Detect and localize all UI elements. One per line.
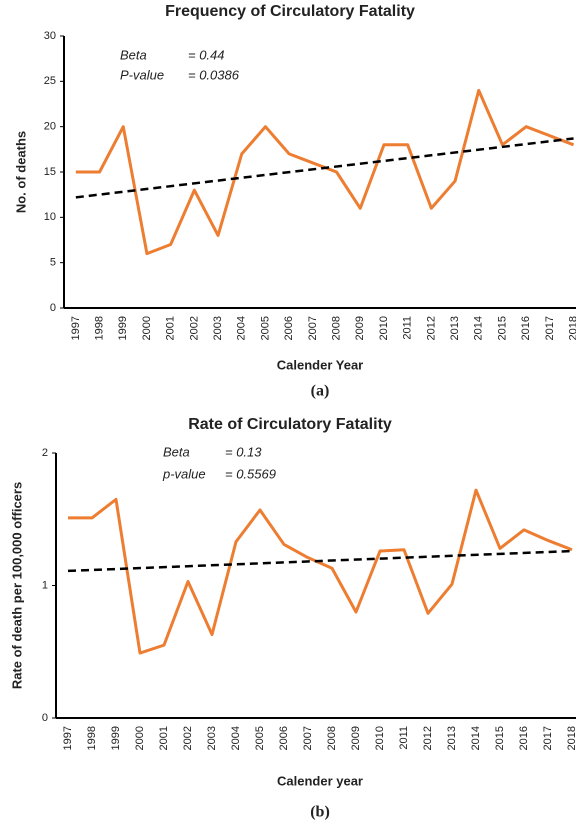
x-tick-label: 2009 bbox=[354, 316, 366, 340]
x-tick-label: 2009 bbox=[350, 726, 362, 750]
annotation-value: = 0.13 bbox=[225, 444, 262, 459]
y-tick-label: 10 bbox=[44, 211, 56, 223]
trend-line bbox=[67, 549, 573, 573]
x-tick-label: 2007 bbox=[307, 316, 319, 340]
data-line bbox=[68, 488, 573, 655]
x-tick-label: 2006 bbox=[278, 726, 290, 750]
x-tick-label: 2017 bbox=[542, 726, 554, 750]
y-tick-label: 0 bbox=[50, 302, 56, 314]
x-tick-label: 2012 bbox=[425, 316, 437, 340]
x-tick-label: 2004 bbox=[230, 726, 242, 750]
y-axis-label: No. of deaths bbox=[13, 131, 28, 213]
x-tick-label: 1998 bbox=[93, 316, 105, 340]
x-tick-label: 2016 bbox=[520, 316, 532, 340]
x-axis-label: Calender year bbox=[277, 773, 363, 788]
x-tick-label: 2001 bbox=[165, 316, 177, 340]
y-tick-label: 2 bbox=[42, 447, 48, 459]
trend-line bbox=[75, 137, 574, 199]
x-tick-label: 1999 bbox=[117, 316, 129, 340]
annotation-label: Beta bbox=[120, 47, 147, 62]
x-tick-label: 2002 bbox=[182, 726, 194, 750]
x-tick-label: 2005 bbox=[259, 316, 271, 340]
y-tick-label: 20 bbox=[44, 121, 56, 133]
y-tick-label: 30 bbox=[44, 30, 56, 42]
x-tick-label: 2014 bbox=[473, 316, 485, 340]
y-axis-label: Rate of death per 100,000 officers bbox=[9, 482, 24, 689]
data-line bbox=[75, 88, 575, 256]
x-tick-label: 2007 bbox=[302, 726, 314, 750]
x-tick-label: 2008 bbox=[330, 316, 342, 340]
caption: (b) bbox=[310, 804, 330, 821]
y-tick-label: 1 bbox=[42, 579, 48, 591]
x-tick-label: 2013 bbox=[449, 316, 461, 340]
x-tick-label: 2014 bbox=[470, 726, 482, 750]
x-tick-label: 2011 bbox=[398, 726, 410, 750]
x-tick-label: 1997 bbox=[62, 726, 74, 750]
x-tick-label: 2000 bbox=[141, 316, 153, 340]
x-axis-label: Calender Year bbox=[277, 357, 363, 372]
x-tick-label: 2003 bbox=[212, 316, 224, 340]
x-tick-label: 2015 bbox=[496, 316, 508, 340]
x-tick-label: 2013 bbox=[446, 726, 458, 750]
y-tick-label: 0 bbox=[42, 712, 48, 724]
annotation-label: Beta bbox=[163, 444, 190, 459]
x-tick-label: 2002 bbox=[188, 316, 200, 340]
chart-title: Frequency of Circulatory Fatality bbox=[165, 3, 415, 20]
x-tick-label: 2018 bbox=[566, 726, 576, 750]
x-tick-label: 2001 bbox=[158, 726, 170, 750]
x-tick-label: 2006 bbox=[283, 316, 295, 340]
y-tick-label: 5 bbox=[50, 257, 56, 269]
x-tick-label: 2015 bbox=[494, 726, 506, 750]
x-tick-label: 2000 bbox=[134, 726, 146, 750]
x-tick-label: 2018 bbox=[567, 316, 576, 340]
caption: (a) bbox=[311, 383, 330, 400]
x-tick-label: 2012 bbox=[422, 726, 434, 750]
x-tick-label: 2010 bbox=[378, 316, 390, 340]
x-tick-label: 1998 bbox=[86, 726, 98, 750]
x-tick-label: 2004 bbox=[236, 316, 248, 340]
x-tick-label: 2016 bbox=[518, 726, 530, 750]
x-tick-label: 1997 bbox=[70, 316, 82, 340]
annotation-label: p-value bbox=[162, 466, 206, 481]
x-tick-label: 2003 bbox=[206, 726, 218, 750]
x-tick-label: 2010 bbox=[374, 726, 386, 750]
x-tick-label: 2017 bbox=[544, 316, 556, 340]
y-tick-label: 25 bbox=[44, 75, 56, 87]
x-tick-label: 2008 bbox=[326, 726, 338, 750]
x-tick-label: 1999 bbox=[110, 726, 122, 750]
annotation-value: = 0.44 bbox=[188, 47, 225, 62]
chart-title: Rate of Circulatory Fatality bbox=[188, 416, 392, 433]
annotation-value: = 0.0386 bbox=[188, 67, 240, 82]
y-tick-label: 15 bbox=[44, 166, 56, 178]
x-tick-label: 2011 bbox=[402, 316, 414, 340]
x-tick-label: 2005 bbox=[254, 726, 266, 750]
annotation-label: P-value bbox=[120, 67, 164, 82]
annotation-value: = 0.5569 bbox=[225, 466, 276, 481]
